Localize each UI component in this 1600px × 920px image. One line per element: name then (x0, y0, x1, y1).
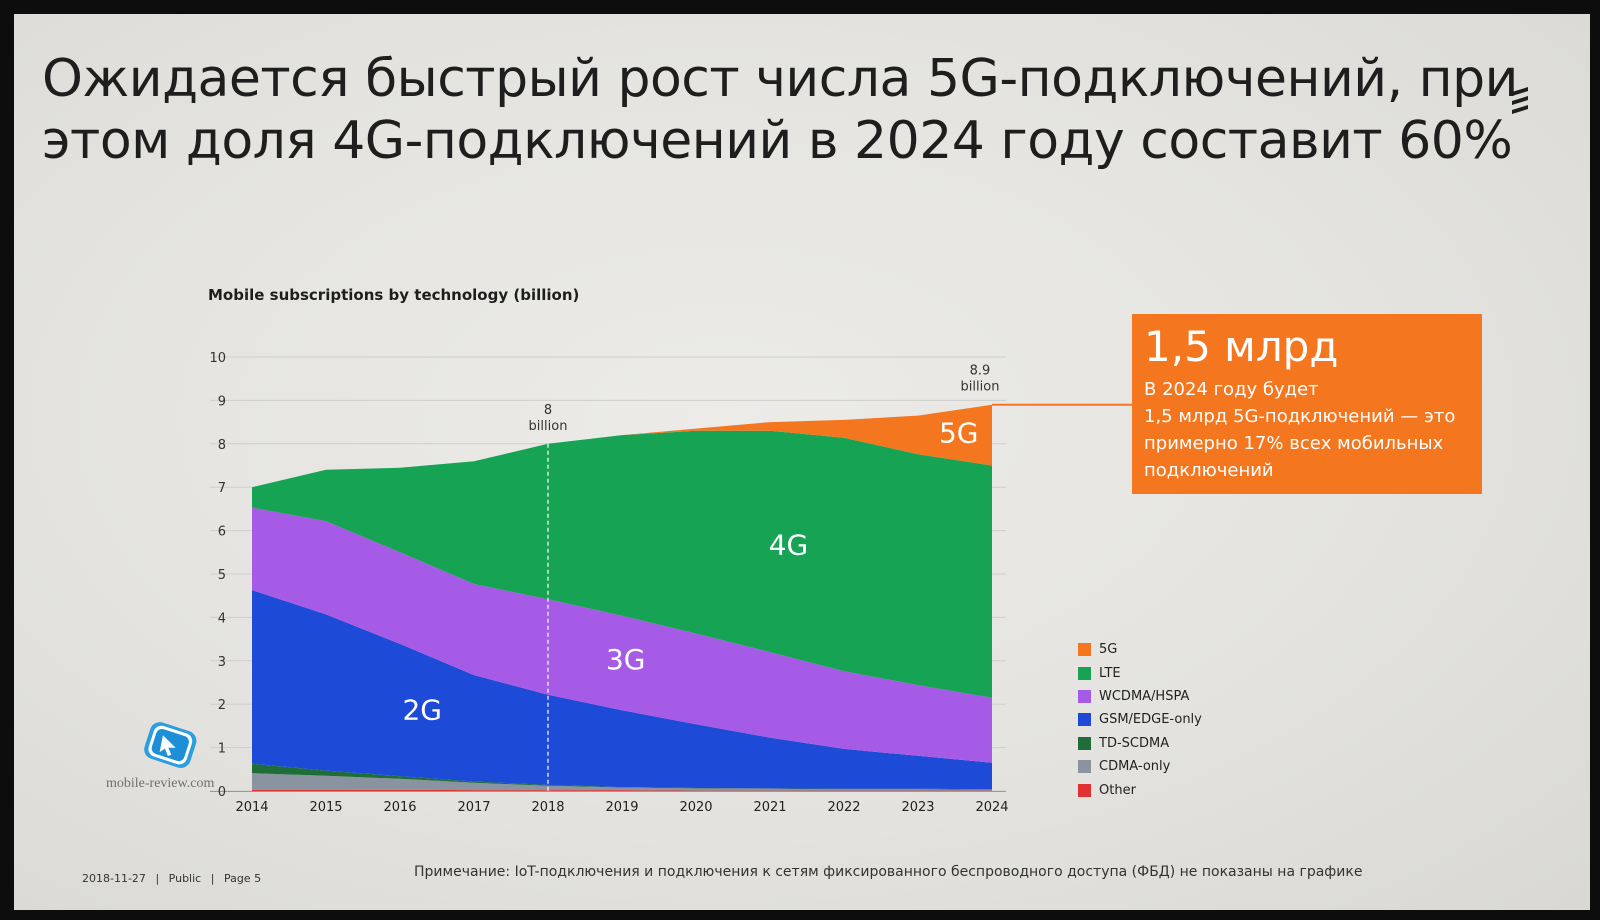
legend-item-td-scdma: TD-SCDMA (1078, 732, 1202, 755)
slide-title-line-2: этом доля 4G-подключений в 2024 году сос… (42, 111, 1513, 171)
x-tick-label: 2023 (901, 800, 934, 815)
legend-item-other: Other (1078, 778, 1202, 801)
area-wcdma-hspa (252, 507, 992, 763)
y-tick-label: 2 (218, 698, 226, 713)
legend-label: WCDMA/HSPA (1099, 688, 1190, 704)
y-tick-label: 1 (218, 742, 226, 757)
x-tick-label: 2015 (309, 800, 342, 815)
area-label-5g: 5G (939, 416, 979, 449)
area-cdma-only (252, 773, 992, 791)
callout-headline: 1,5 млрд (1144, 322, 1339, 371)
annotation-value: 8.9 (970, 364, 991, 379)
annotation-value: 8 (544, 403, 552, 418)
slide-title: Ожидается быстрый рост числа 5G-подключе… (42, 48, 1522, 172)
footer-date: 2018-11-27 (82, 872, 146, 885)
y-tick-label: 4 (218, 611, 226, 626)
x-tick-label: 2014 (235, 800, 268, 815)
chart-legend: 5G LTE WCDMA/HSPA GSM/EDGE-only TD-SCDMA CDMA… (1078, 638, 1202, 802)
area-label-2g: 2G (402, 693, 442, 726)
presentation-slide: Ожидается быстрый рост числа 5G-подключе… (14, 14, 1590, 910)
y-tick-label: 6 (218, 525, 226, 540)
watermark: mobile-review.com (106, 720, 226, 820)
y-tick-label: 5 (218, 568, 226, 583)
legend-swatch (1078, 783, 1091, 797)
callout-box: 1,5 млрд В 2024 году будет 1,5 млрд 5G-п… (1132, 314, 1482, 494)
y-tick-label: 10 (209, 351, 226, 366)
legend-label: GSM/EDGE-only (1099, 712, 1202, 728)
y-tick-label: 3 (218, 655, 226, 670)
y-tick-label: 0 (218, 785, 226, 800)
area-other (252, 789, 992, 791)
slide-title-line-1: Ожидается быстрый рост числа 5G-подключе… (42, 49, 1518, 109)
mobile-review-logo-icon (144, 722, 197, 768)
annotation-unit: billion (529, 419, 568, 434)
legend-item-lte: LTE (1078, 661, 1202, 684)
area-label-3g: 3G (606, 643, 646, 676)
footnote: Примечание: IoT-подключения и подключени… (414, 864, 1363, 880)
x-tick-label: 2017 (457, 800, 490, 815)
y-tick-label: 9 (218, 394, 226, 409)
footer-separator: | (210, 872, 215, 885)
callout-line: примерно 17% всех мобильных (1144, 433, 1444, 454)
legend-label: CDMA-only (1099, 759, 1171, 775)
area-gsm-edge-only (252, 590, 992, 790)
area-lte (252, 430, 992, 698)
legend-label: 5G (1099, 642, 1118, 658)
x-tick-label: 2016 (383, 800, 416, 815)
callout-line: В 2024 году будет (1144, 379, 1319, 400)
legend-label: LTE (1099, 665, 1121, 681)
legend-item-cdma-only: CDMA-only (1078, 755, 1202, 778)
y-tick-label: 7 (218, 481, 226, 496)
legend-swatch (1078, 689, 1091, 703)
annotation-unit: billion (961, 380, 1000, 395)
legend-label: Other (1099, 782, 1136, 798)
legend-swatch (1078, 760, 1091, 774)
slide-footer: 2018-11-27 | Public | Page 5 (82, 872, 261, 885)
footer-page: Page 5 (223, 872, 262, 885)
legend-item-gsm-edge-only: GSM/EDGE-only (1078, 708, 1202, 731)
footer-classification: Public (168, 872, 202, 885)
legend-swatch (1078, 713, 1091, 727)
legend-item-5g: 5G (1078, 638, 1202, 661)
x-tick-label: 2024 (975, 800, 1008, 815)
y-tick-label: 8 (218, 438, 226, 453)
area-5g (252, 404, 992, 488)
x-tick-label: 2021 (753, 800, 786, 815)
footer-separator: | (155, 872, 160, 885)
watermark-text: mobile-review.com (106, 776, 215, 791)
x-tick-label: 2022 (827, 800, 860, 815)
chart-title: Mobile subscriptions by technology (bill… (208, 286, 580, 304)
legend-label: TD-SCDMA (1099, 735, 1170, 751)
legend-item-wcdma-hspa: WCDMA/HSPA (1078, 685, 1202, 708)
legend-swatch (1078, 736, 1091, 750)
callout-text: В 2024 году будет 1,5 млрд 5G-подключени… (1144, 376, 1470, 484)
x-tick-label: 2019 (605, 800, 638, 815)
callout-line: подключений (1144, 460, 1274, 481)
area-td-scdma (252, 763, 992, 790)
x-tick-label: 2018 (531, 800, 564, 815)
stacked-area-chart: 0 1 2 3 4 5 6 7 8 9 10 2014 2015 2016 2017 2018 2019 2020… (209, 351, 1132, 815)
ericsson-logo-icon (1512, 87, 1528, 114)
x-tick-label: 2020 (679, 800, 712, 815)
callout-line: 1,5 млрд 5G-подключений — это (1144, 406, 1456, 427)
legend-swatch (1078, 643, 1091, 657)
area-label-4g: 4G (769, 529, 809, 562)
legend-swatch (1078, 666, 1091, 680)
